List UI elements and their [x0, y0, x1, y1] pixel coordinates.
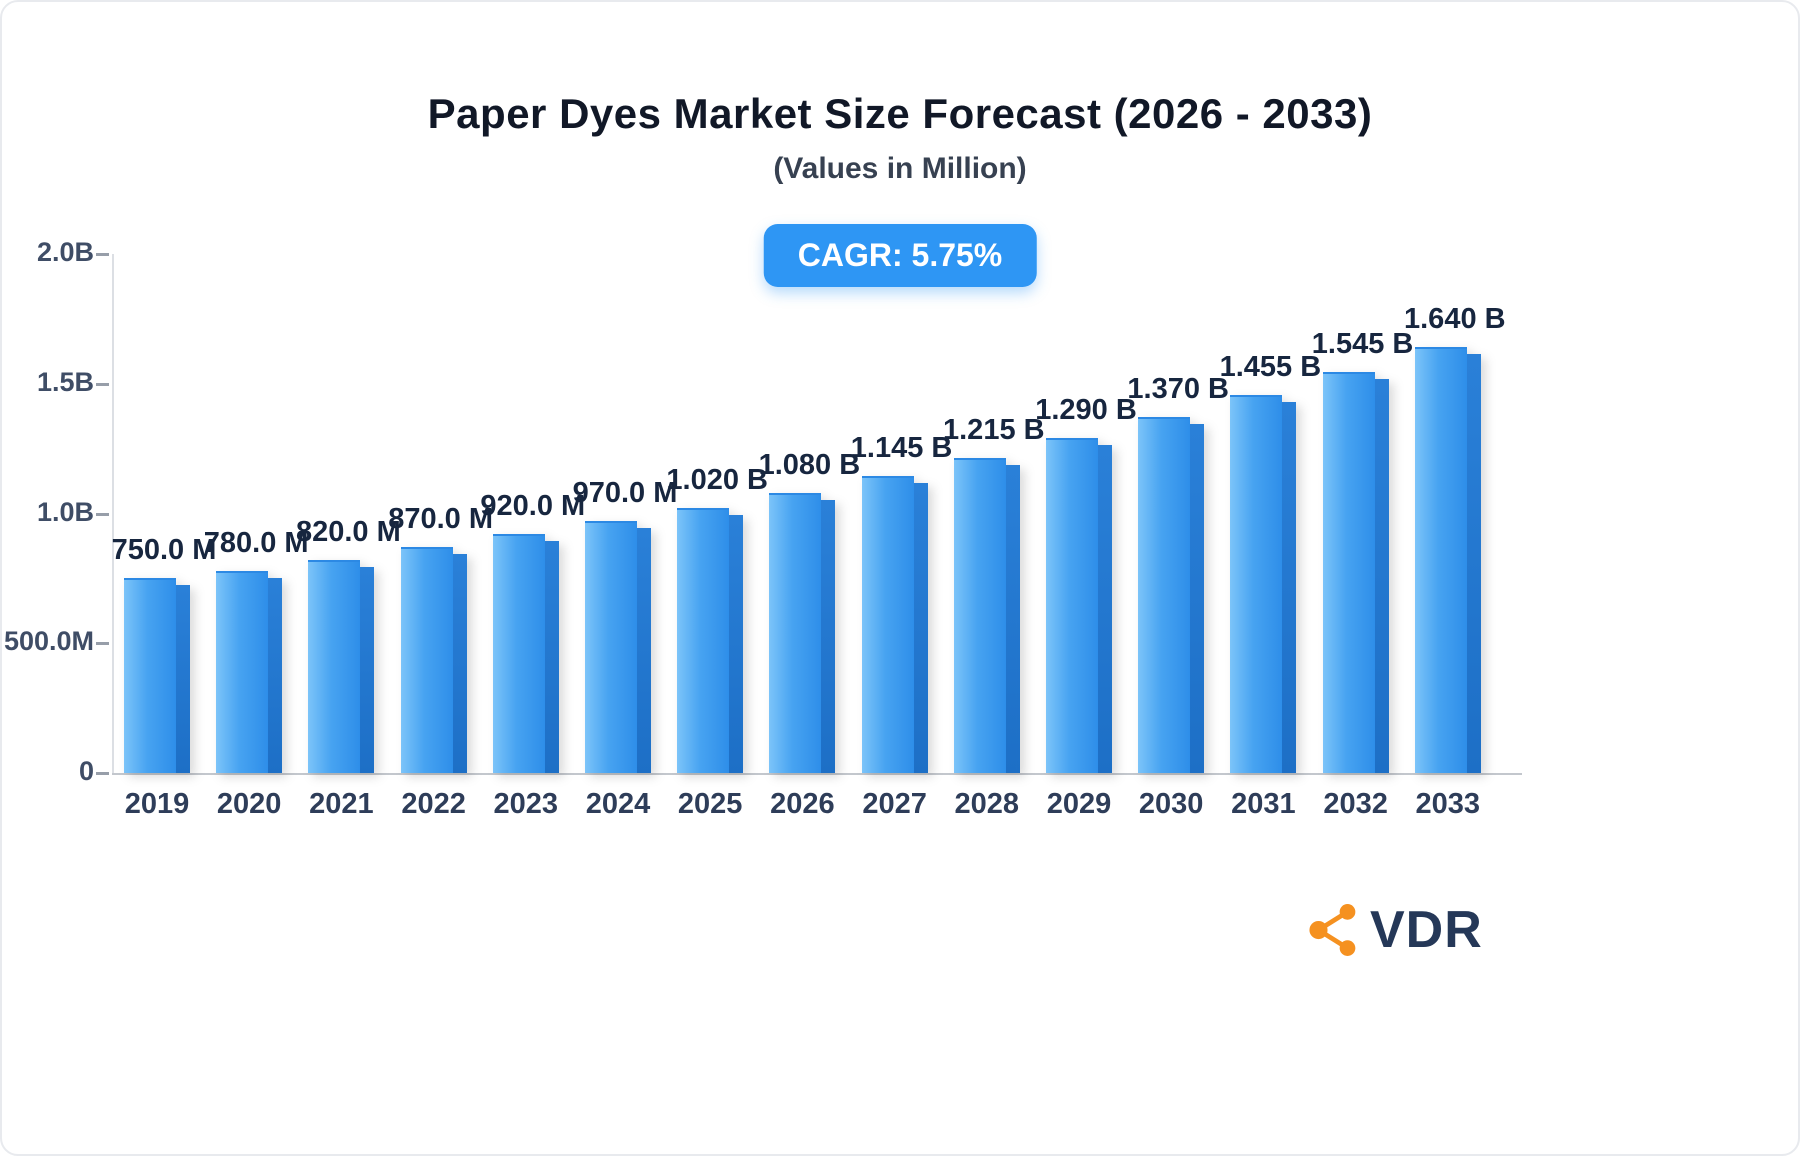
- bar-front-face: [677, 508, 730, 773]
- y-axis-line: [112, 254, 114, 773]
- bar: [1230, 395, 1297, 773]
- x-tick-label: 2021: [309, 788, 374, 820]
- bar-side-face: [1374, 379, 1389, 773]
- bar-value-label: 1.080 B: [758, 448, 861, 481]
- bar: [769, 492, 836, 773]
- bar-front-face: [124, 578, 176, 773]
- bar: [677, 508, 744, 773]
- x-tick-label: 2023: [493, 788, 559, 820]
- bar: [585, 521, 651, 773]
- bar-front-face: [1138, 417, 1191, 773]
- x-tick-label: 2030: [1138, 788, 1204, 820]
- bar-front-face: [1414, 347, 1467, 773]
- bar-side-face: [729, 515, 744, 773]
- bar-front-face: [1046, 438, 1098, 773]
- bar: [861, 475, 928, 773]
- bar-value-label: 1.215 B: [943, 413, 1045, 446]
- bar-side-face: [1282, 402, 1297, 773]
- bar-front-face: [861, 475, 914, 773]
- bar: [492, 534, 559, 773]
- chart-title: Paper Dyes Market Size Forecast (2026 - …: [427, 90, 1373, 137]
- y-tick-label: 2.0B: [36, 237, 94, 267]
- bar-side-face: [1466, 354, 1481, 773]
- y-tick-mark: [96, 253, 109, 256]
- bar-value-label: 920.0 M: [480, 490, 586, 523]
- bar-front-face: [585, 521, 637, 773]
- bar-value-label: 970.0 M: [572, 477, 678, 510]
- y-tick-label: 1.5B: [36, 366, 94, 397]
- x-tick-label: 2029: [1046, 788, 1112, 820]
- bar-side-face: [637, 528, 651, 773]
- bar-front-face: [308, 560, 361, 773]
- vdr-logo: VDR: [1304, 900, 1483, 960]
- x-tick-label: 2024: [585, 788, 651, 820]
- x-tick-label: 2032: [1323, 788, 1388, 820]
- bar-side-face: [1098, 445, 1112, 773]
- network-icon: [1309, 904, 1356, 956]
- chart-subtitle: (Values in Million): [773, 152, 1027, 185]
- x-tick-label: 2028: [954, 788, 1020, 820]
- bar: [308, 560, 375, 773]
- bar-value-label: 1.370 B: [1127, 373, 1229, 406]
- bar-side-face: [176, 585, 190, 773]
- bar: [1322, 372, 1389, 773]
- bar-front-face: [216, 570, 269, 773]
- bar-value-label: 1.020 B: [666, 464, 768, 497]
- x-tick-label: 2026: [770, 788, 835, 820]
- bar-side-face: [1005, 464, 1020, 773]
- bar-side-face: [452, 554, 467, 773]
- bar-side-face: [360, 567, 375, 773]
- bar-value-label: 1.545 B: [1311, 328, 1414, 361]
- x-tick-label: 2020: [216, 788, 282, 820]
- bar-front-face: [1230, 395, 1283, 773]
- bar-value-label: 1.640 B: [1404, 303, 1506, 336]
- bar-value-label: 1.455 B: [1219, 351, 1322, 384]
- cagr-badge: CAGR: 5.75%: [763, 224, 1037, 287]
- x-tick-label: 2031: [1231, 788, 1296, 820]
- logo-text: VDR: [1370, 901, 1483, 959]
- bar-side-face: [821, 499, 836, 773]
- x-tick-label: 2019: [124, 788, 190, 820]
- bar: [1138, 417, 1205, 773]
- x-tick-label: 2033: [1415, 788, 1481, 820]
- bar: [1046, 438, 1112, 773]
- bar: [1414, 347, 1481, 773]
- x-tick-label: 2022: [401, 788, 466, 820]
- y-tick-mark: [96, 642, 109, 646]
- x-tick-label: 2025: [677, 788, 743, 820]
- bar-front-face: [492, 534, 545, 773]
- bar: [124, 578, 190, 773]
- bar-value-label: 780.0 M: [203, 526, 309, 559]
- x-axis-line: [112, 773, 1522, 775]
- x-tick-label: 2027: [862, 788, 927, 820]
- bar-side-face: [1190, 424, 1205, 773]
- bar-front-face: [953, 457, 1006, 773]
- bar-value-label: 1.145 B: [850, 431, 953, 464]
- bar: [216, 570, 283, 773]
- bar: [400, 547, 467, 773]
- bar-front-face: [400, 547, 453, 773]
- y-tick-mark: [96, 512, 109, 516]
- y-tick-mark: [96, 772, 109, 775]
- bar-front-face: [769, 492, 822, 773]
- bar-value-label: 870.0 M: [388, 503, 493, 536]
- bar-side-face: [913, 482, 928, 773]
- bar-value-label: 820.0 M: [295, 516, 401, 549]
- y-tick-label: 0: [78, 756, 94, 786]
- bar-value-label: 750.0 M: [111, 534, 217, 567]
- bar-side-face: [544, 541, 559, 773]
- bar-value-label: 1.290 B: [1035, 394, 1137, 427]
- y-tick-label: 1.0B: [36, 496, 94, 527]
- y-tick-mark: [96, 382, 109, 386]
- bar: [953, 457, 1020, 773]
- bar-side-face: [268, 577, 283, 773]
- bar-front-face: [1322, 372, 1375, 773]
- y-tick-label: 500.0M: [3, 626, 94, 657]
